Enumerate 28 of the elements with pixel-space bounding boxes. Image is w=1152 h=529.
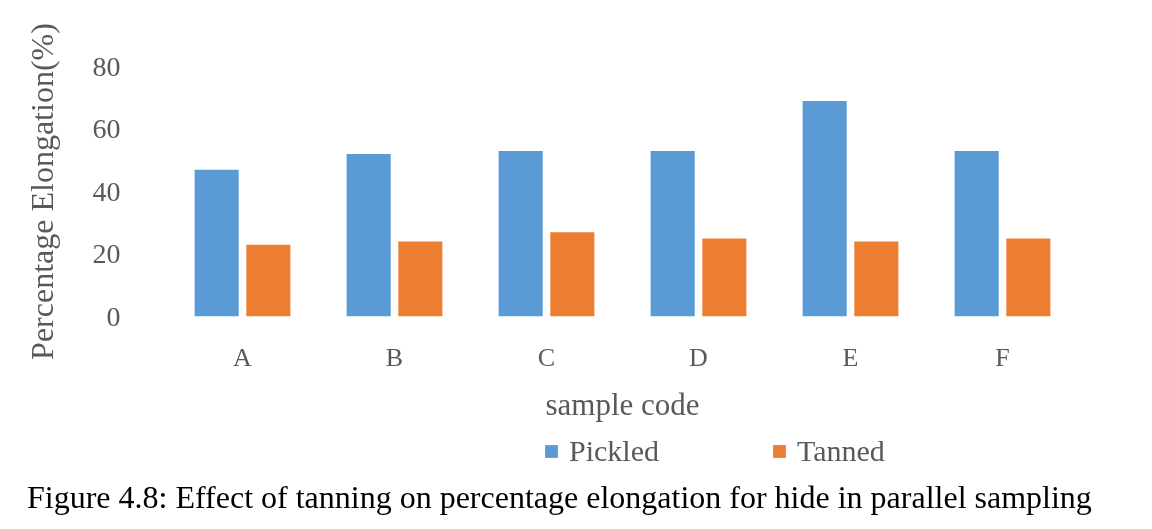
legend-label: Tanned (797, 434, 885, 468)
bar (650, 150, 695, 317)
bar (194, 169, 239, 317)
bar (802, 100, 847, 317)
x-tick-label: F (995, 342, 1010, 372)
x-tick-label: A (233, 342, 253, 372)
y-axis-title: Percentage Elongation(%) (23, 23, 60, 360)
y-tick-label: 80 (92, 50, 121, 82)
y-tick-label: 60 (92, 113, 121, 144)
y-tick-label: 40 (92, 175, 121, 207)
bar (854, 241, 899, 317)
bar (498, 150, 543, 317)
x-tick-label: D (689, 342, 708, 372)
x-tick-label: C (537, 342, 556, 372)
x-axis-title: sample code (545, 386, 700, 422)
y-tick-label: 20 (92, 238, 121, 269)
legend-label: Pickled (569, 434, 659, 468)
x-tick-label: B (385, 342, 404, 372)
caption: Figure 4.8: Effect of tanning on percentage elongation for hide in parallel sampling (27, 479, 1092, 516)
bar (954, 150, 999, 317)
bar (550, 232, 595, 317)
bar (246, 244, 291, 317)
x-tick-label: E (842, 342, 859, 372)
bar (398, 241, 443, 317)
y-tick-label: 0 (106, 300, 121, 332)
bar (1006, 238, 1051, 317)
bar (702, 238, 747, 317)
bar (346, 154, 391, 317)
